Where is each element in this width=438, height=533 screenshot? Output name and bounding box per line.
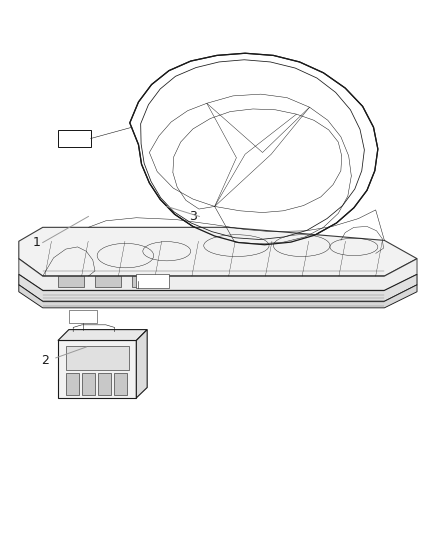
Text: 2: 2	[41, 353, 49, 367]
Bar	[69, 310, 97, 323]
Polygon shape	[19, 259, 417, 290]
Bar	[58, 130, 91, 147]
Bar	[98, 373, 111, 395]
Polygon shape	[58, 329, 147, 341]
Text: 3: 3	[189, 210, 197, 223]
Bar	[95, 276, 121, 287]
Bar	[132, 276, 158, 287]
Polygon shape	[136, 329, 147, 398]
Polygon shape	[130, 53, 378, 245]
Polygon shape	[19, 285, 417, 308]
Polygon shape	[19, 274, 417, 301]
Bar	[136, 274, 169, 288]
Polygon shape	[58, 341, 136, 398]
Text: 1: 1	[32, 236, 40, 249]
Polygon shape	[19, 228, 417, 276]
Bar	[114, 373, 127, 395]
Bar	[82, 373, 95, 395]
Bar	[66, 373, 79, 395]
Bar	[58, 276, 84, 287]
Bar	[66, 346, 129, 370]
